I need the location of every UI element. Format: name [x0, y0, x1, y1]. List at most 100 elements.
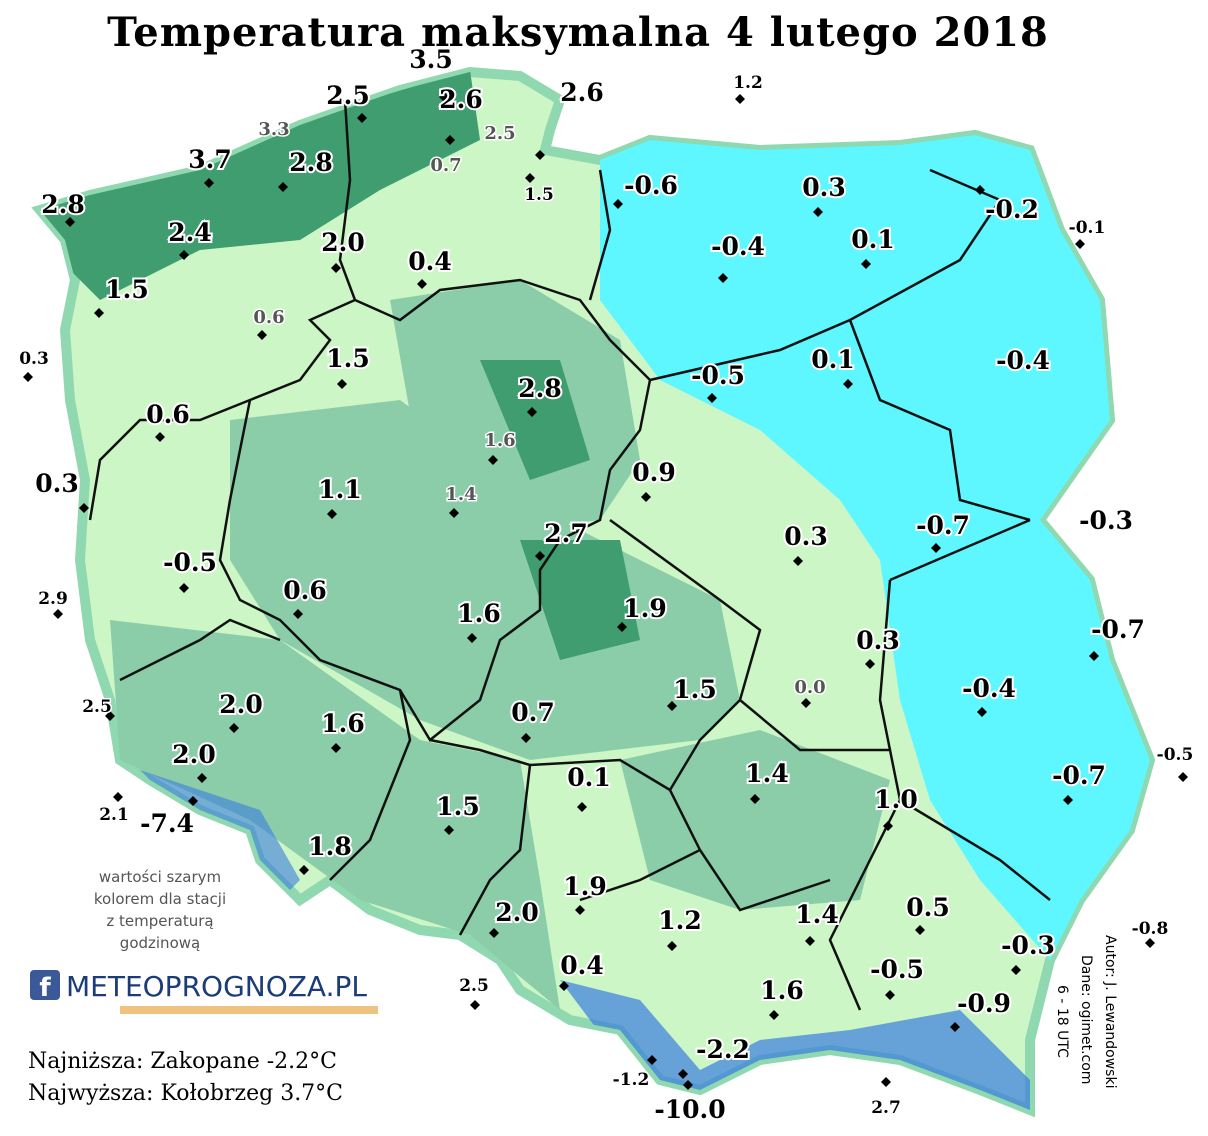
station-marker [931, 543, 941, 553]
station-marker [299, 865, 309, 875]
station-label: 1.2 [658, 906, 702, 935]
station-label: 2.8 [289, 148, 333, 177]
station-label: 1.4 [445, 484, 476, 505]
station-label: -0.1 [1069, 218, 1106, 238]
station-label: 2.0 [219, 690, 263, 719]
station-label: -0.4 [996, 346, 1050, 375]
title: Temperatura maksymalna 4 lutego 2018 [107, 9, 1049, 56]
station-marker [179, 583, 189, 593]
station-label: 0.0 [794, 677, 825, 698]
station-label: 0.5 [906, 893, 950, 922]
station-marker [467, 633, 477, 643]
station-marker [444, 825, 454, 835]
station-marker [257, 330, 267, 340]
station-label: 0.1 [851, 225, 895, 254]
station-marker [525, 173, 535, 183]
station-label: 0.6 [283, 576, 327, 605]
station-marker [445, 135, 455, 145]
station-label: 0.6 [253, 307, 284, 328]
station-label: -0.7 [1091, 615, 1145, 644]
station-marker [527, 407, 537, 417]
station-label: -0.6 [624, 171, 678, 200]
station-label: 3.7 [188, 145, 232, 174]
summary-line: Najwyższa: Kołobrzeg 3.7°C [28, 1081, 343, 1106]
station-marker [1145, 938, 1155, 948]
station-label: -0.7 [1052, 761, 1106, 790]
station-marker [204, 178, 214, 188]
station-marker [470, 1000, 480, 1010]
summary-line: Najniższa: Zakopane -2.2°C [28, 1049, 337, 1074]
station-marker [559, 981, 569, 991]
station-label: -2.2 [696, 1035, 750, 1064]
station-marker [94, 308, 104, 318]
station-marker [843, 379, 853, 389]
station-label: 1.8 [308, 832, 352, 861]
station-label: -0.3 [1001, 931, 1055, 960]
station-marker [331, 263, 341, 273]
station-label: 2.6 [560, 78, 604, 107]
station-label: 2.5 [82, 697, 112, 717]
station-marker [489, 928, 499, 938]
station-marker [813, 207, 823, 217]
station-marker [801, 698, 811, 708]
station-marker [975, 185, 985, 195]
station-label: 1.5 [105, 275, 149, 304]
station-label: -0.9 [957, 989, 1011, 1018]
map-shape [40, 70, 1200, 1120]
station-label: 1.4 [745, 759, 789, 788]
station-label: 0.4 [408, 247, 452, 276]
station-marker [613, 199, 623, 209]
note-line: wartości szarym [99, 868, 221, 886]
station-marker [881, 1077, 891, 1087]
station-label: 0.6 [146, 400, 190, 429]
station-marker [647, 1055, 657, 1065]
station-label: 1.5 [673, 675, 717, 704]
station-label: 1.9 [623, 594, 667, 623]
station-marker [449, 508, 459, 518]
station-label: 0.3 [856, 626, 900, 655]
station-label: 1.9 [563, 872, 607, 901]
station-label: 2.8 [41, 190, 85, 219]
station-marker [79, 503, 89, 513]
station-marker [535, 150, 545, 160]
station-marker [883, 821, 893, 831]
station-label: 1.4 [795, 900, 839, 929]
station-marker [1089, 651, 1099, 661]
station-marker [278, 182, 288, 192]
station-marker [718, 273, 728, 283]
station-marker [229, 723, 239, 733]
station-label: 0.4 [560, 951, 604, 980]
station-marker [617, 622, 627, 632]
station-label: 2.0 [172, 740, 216, 769]
station-label: -0.3 [1079, 506, 1133, 535]
station-marker [188, 796, 198, 806]
logo-text: METEOPROGNOZA.PL [66, 970, 367, 1003]
station-label: 0.3 [35, 469, 79, 498]
station-marker [197, 773, 207, 783]
station-label: 2.0 [495, 898, 539, 927]
station-marker [678, 1069, 688, 1079]
station-label: 1.5 [326, 344, 370, 373]
note: wartości szarym kolorem dla stacji z tem… [94, 868, 226, 952]
station-marker [683, 1080, 693, 1090]
station-label: -0.8 [1132, 919, 1169, 939]
station-label: -0.4 [711, 232, 765, 261]
station-marker [915, 925, 925, 935]
station-label: 1.0 [874, 785, 918, 814]
station-marker [667, 941, 677, 951]
station-label: 2.5 [459, 976, 489, 996]
station-marker [1011, 965, 1021, 975]
station-marker [575, 905, 585, 915]
station-label: 0.1 [811, 345, 855, 374]
station-label: 0.3 [802, 173, 846, 202]
station-label: -10.0 [654, 1095, 725, 1124]
station-label: 2.7 [871, 1098, 901, 1118]
station-label: 2.1 [99, 805, 129, 825]
station-label: 1.6 [321, 709, 365, 738]
station-marker [535, 551, 545, 561]
station-label: 1.6 [457, 599, 501, 628]
note-line: godzinową [120, 934, 200, 952]
station-label: -0.5 [870, 955, 924, 984]
svg-text:f: f [39, 973, 51, 1003]
